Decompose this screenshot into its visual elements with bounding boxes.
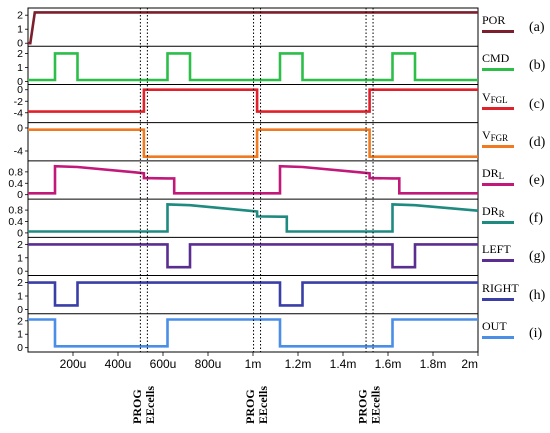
y-tick-label: 2 <box>17 277 23 289</box>
legend-name: V <box>482 127 491 142</box>
legend-swatch <box>482 297 514 301</box>
legend-swatch <box>482 68 514 72</box>
legend-label: OUT <box>482 319 507 333</box>
y-tick-label: 2 <box>17 10 23 22</box>
y-tick-label: 2 <box>17 315 23 327</box>
x-tick-label: 1.6m <box>375 357 402 371</box>
y-tick-label: 0.8 <box>8 205 23 217</box>
legend-subscript: FGL <box>490 94 508 105</box>
plot-frame <box>27 7 479 353</box>
legend-label: VFGL <box>482 90 508 107</box>
x-tick-label: 1.4m <box>330 357 357 371</box>
x-tick-label: 1m <box>245 357 262 371</box>
y-tick-label: 0.8 <box>8 166 23 178</box>
y-tick-label: 1 <box>17 62 23 74</box>
legend-name: OUT <box>482 318 507 333</box>
x-tick-label: 600u <box>150 357 177 371</box>
y-tick-label: 1 <box>17 24 23 36</box>
legend-label: CMD <box>482 51 509 65</box>
prog-label: PROG <box>130 389 144 424</box>
legend-swatch <box>482 183 514 186</box>
y-tick-label: 0 <box>17 304 23 316</box>
y-tick-label: 1 <box>17 252 23 264</box>
prog-label: PROG <box>356 389 370 424</box>
legend-label: POR <box>482 13 505 27</box>
y-tick-label: 0 <box>17 38 23 50</box>
x-tick-label: 400u <box>105 357 132 371</box>
panel-tag: (e) <box>529 173 545 188</box>
y-tick-label: -4 <box>14 107 23 119</box>
trace-drl <box>28 164 478 195</box>
y-tick-label: 0.4 <box>8 216 23 228</box>
legend-swatch <box>482 259 514 263</box>
y-tick-label: -2 <box>14 96 23 108</box>
legend-label: VFGR <box>482 128 508 145</box>
legend-name: RIGHT <box>482 280 519 295</box>
y-tick-label: 1 <box>17 329 23 341</box>
legend-name: POR <box>482 13 506 28</box>
legend-label: DRR <box>482 204 505 221</box>
y-tick-label: 2 <box>17 48 23 60</box>
legend-subscript: FGR <box>490 132 509 143</box>
legend-swatch <box>482 144 514 148</box>
y-tick-label: 2 <box>17 239 23 251</box>
y-tick-label: 0 <box>17 189 23 201</box>
trace-vfgr <box>28 128 478 158</box>
y-tick-label: 0 <box>17 76 23 88</box>
trace-out <box>28 318 478 348</box>
legend-swatch <box>482 30 514 34</box>
y-tick-label: 0 <box>17 122 23 134</box>
trace-por <box>28 11 478 45</box>
legend-name: DR <box>482 204 499 219</box>
y-tick-label: 0 <box>17 266 23 278</box>
legend-label: LEFT <box>482 242 511 256</box>
trace-vfgl <box>28 88 478 113</box>
panel-tag: (f) <box>529 211 543 227</box>
y-tick-label: 0 <box>17 227 23 239</box>
legend-swatch <box>482 335 514 339</box>
x-tick-label: 1.8m <box>420 357 447 371</box>
panel-tag: (c) <box>529 96 545 112</box>
panel-tag: (a) <box>529 20 545 36</box>
eecells-label: EEcells <box>143 386 157 424</box>
panel-tag: (i) <box>529 325 543 341</box>
y-tick-label: 1 <box>17 291 23 303</box>
y-tick-label: -4 <box>14 145 23 157</box>
legend-subscript: L <box>498 171 505 181</box>
legend-swatch <box>482 106 514 110</box>
legend-swatch <box>482 221 514 225</box>
x-tick-label: 800u <box>195 357 222 371</box>
legend-name: CMD <box>482 51 510 66</box>
x-tick-label: 200u <box>60 357 87 371</box>
y-tick-label: 0.4 <box>8 178 23 190</box>
trace-cmd <box>28 52 478 82</box>
panel-tag: (h) <box>529 287 546 303</box>
legend-label: DRL <box>482 166 504 183</box>
prog-label: PROG <box>243 389 257 424</box>
legend-name: DR <box>482 166 499 180</box>
trace-left <box>28 243 478 269</box>
y-tick-label: 0 <box>17 84 23 96</box>
panel-tag: (g) <box>529 249 546 265</box>
legend-name: V <box>482 89 491 104</box>
eecells-label: EEcells <box>369 386 383 424</box>
panel-tag: (b) <box>529 58 546 74</box>
legend-label: RIGHT <box>482 281 519 295</box>
legend-name: LEFT <box>482 242 511 257</box>
panel-tag: (d) <box>529 134 546 150</box>
trace-drr <box>28 203 479 233</box>
x-tick-label: 1.2m <box>285 357 312 371</box>
eecells-label: EEcells <box>256 386 270 424</box>
trace-right <box>28 281 478 307</box>
y-tick-label: 0 <box>17 342 23 354</box>
x-tick-label: 2m <box>461 357 478 371</box>
legend-subscript: R <box>498 209 505 220</box>
